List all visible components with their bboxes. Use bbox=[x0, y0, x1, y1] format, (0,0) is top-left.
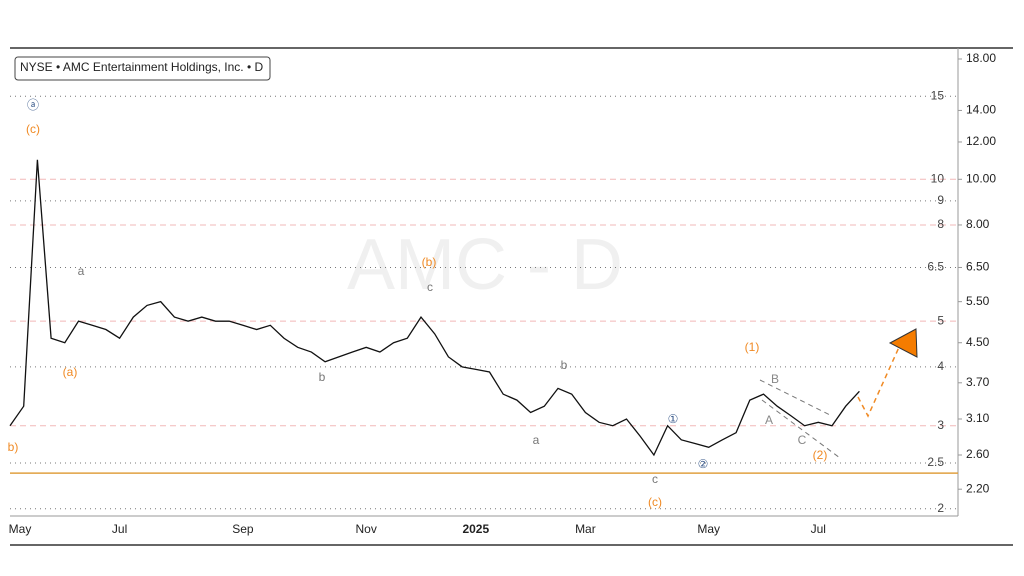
wave-label: b bbox=[561, 358, 568, 372]
x-tick-label: 2025 bbox=[462, 522, 489, 536]
wave-label: b) bbox=[8, 440, 19, 454]
projection bbox=[857, 344, 901, 418]
wave-label: C bbox=[798, 433, 807, 447]
y-tick-label: 2.20 bbox=[966, 481, 990, 495]
wave-label: a bbox=[533, 433, 540, 447]
wave-label: (1) bbox=[745, 340, 760, 354]
x-tick-label: Jul bbox=[811, 522, 826, 536]
wave-label: B bbox=[771, 372, 779, 386]
level-label: 2 bbox=[937, 501, 944, 515]
level-label: 3 bbox=[937, 418, 944, 432]
level-label: 15 bbox=[931, 88, 945, 102]
x-tick-label: May bbox=[9, 522, 32, 536]
x-tick-label: Sep bbox=[232, 522, 254, 536]
channel-upper bbox=[759, 379, 831, 416]
channel-lower bbox=[761, 399, 841, 459]
y-tick-label: 3.70 bbox=[966, 375, 990, 389]
level-label: 4 bbox=[937, 359, 944, 373]
wave-label: (c) bbox=[26, 122, 40, 136]
level-label: 2.5 bbox=[927, 455, 944, 469]
x-tick-label: Mar bbox=[575, 522, 596, 536]
target-arrow bbox=[888, 328, 918, 358]
price-line bbox=[9, 159, 860, 457]
wave-label: (c) bbox=[648, 495, 662, 509]
wave-label: (2) bbox=[813, 448, 828, 462]
y-tick-label: 3.10 bbox=[966, 411, 990, 425]
wave-label: ⓐ bbox=[27, 98, 39, 112]
y-tick-label: 14.00 bbox=[966, 103, 996, 117]
wave-label: (b) bbox=[422, 255, 437, 269]
y-tick-label: 12.00 bbox=[966, 134, 996, 148]
y-tick-label: 4.50 bbox=[966, 335, 990, 349]
wave-label: c bbox=[652, 472, 658, 486]
level-label: 8 bbox=[937, 217, 944, 231]
x-tick-label: May bbox=[697, 522, 720, 536]
wave-label: c bbox=[427, 280, 433, 294]
y-tick-label: 6.50 bbox=[966, 260, 990, 274]
y-tick-label: 10.00 bbox=[966, 171, 996, 185]
x-tick-label: Nov bbox=[356, 522, 377, 536]
watermark: AMC - D bbox=[347, 225, 623, 305]
wave-label: b bbox=[319, 370, 326, 384]
y-tick-label: 8.00 bbox=[966, 217, 990, 231]
wave-label: ② bbox=[698, 457, 709, 471]
level-label: 5 bbox=[937, 313, 944, 327]
level-label: 6.5 bbox=[927, 260, 944, 274]
y-tick-label: 2.60 bbox=[966, 447, 990, 461]
x-tick-label: Jul bbox=[112, 522, 127, 536]
wave-label: (a) bbox=[63, 365, 78, 379]
y-tick-label: 5.50 bbox=[966, 294, 990, 308]
header-box bbox=[14, 56, 271, 81]
level-label: 10 bbox=[931, 171, 945, 185]
wave-label: A bbox=[765, 413, 773, 427]
wave-label: a bbox=[78, 264, 85, 278]
wave-label: ① bbox=[668, 412, 679, 426]
y-tick-label: 18.00 bbox=[966, 51, 996, 65]
header: NYSE • AMC Entertainment Holdings, Inc. … bbox=[20, 60, 263, 74]
level-label: 9 bbox=[937, 193, 944, 207]
